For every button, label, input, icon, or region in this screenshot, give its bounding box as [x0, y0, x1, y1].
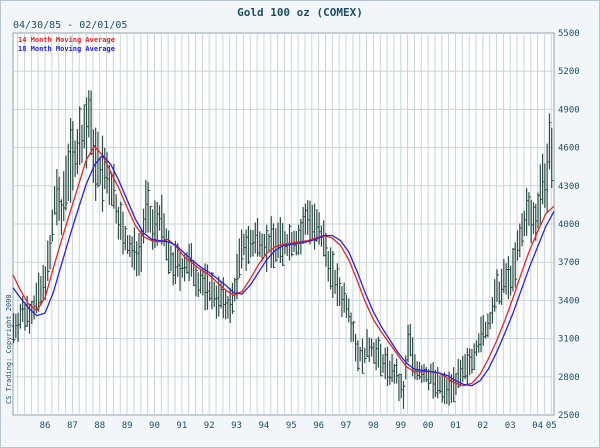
x-tick-label: 90: [149, 421, 160, 431]
x-axis-ticks: 86 87 88 89 90 91 92 93 94 95 96 97 98 99 00 01 02 03 04 05: [40, 421, 557, 431]
y-tick-label: 4300: [558, 182, 580, 192]
y-tick-label: 2800: [558, 373, 580, 383]
x-tick-label: 95: [286, 421, 297, 431]
x-tick-label: 96: [313, 421, 324, 431]
chart-title: Gold 100 oz (COMEX): [237, 6, 363, 19]
x-tick-label: 04: [532, 421, 543, 431]
x-tick-label: 92: [204, 421, 215, 431]
x-tick-label: 93: [231, 421, 242, 431]
ma18-line: [12, 154, 555, 387]
x-tick-label: 91: [176, 421, 187, 431]
x-tick-label: 88: [94, 421, 105, 431]
x-tick-label: 03: [505, 421, 516, 431]
moving-average-lines: [12, 145, 555, 387]
x-tick-label: 98: [368, 421, 379, 431]
y-tick-label: 3100: [558, 335, 580, 345]
y-tick-label: 4000: [558, 220, 580, 230]
date-range: 04/30/85 - 02/01/05: [13, 20, 128, 31]
y-tick-label: 3400: [558, 296, 580, 306]
legend-18-month: 18 Month Moving Average: [18, 45, 115, 53]
x-tick-label: 05: [546, 421, 557, 431]
x-tick-label: 01: [450, 421, 461, 431]
x-tick-label: 86: [40, 421, 51, 431]
y-tick-label: 3700: [558, 258, 580, 268]
x-tick-label: 87: [67, 421, 78, 431]
x-tick-label: 94: [259, 421, 270, 431]
legend: 14 Month Moving Average 18 Month Moving …: [18, 36, 115, 53]
y-axis-ticks: 2500 2800 3100 3400 3700 4000 4300 4600 4900 5200…: [558, 29, 580, 421]
x-tick-label: 02: [477, 421, 488, 431]
x-tick-label: 89: [122, 421, 133, 431]
y-tick-label: 2500: [558, 411, 580, 421]
x-tick-label: 99: [395, 421, 406, 431]
y-tick-label: 4900: [558, 105, 580, 115]
x-tick-label: 97: [341, 421, 352, 431]
y-tick-label: 4600: [558, 144, 580, 154]
y-tick-label: 5500: [558, 29, 580, 39]
x-tick-label: 00: [423, 421, 434, 431]
y-tick-label: 5200: [558, 67, 580, 77]
legend-14-month: 14 Month Moving Average: [18, 36, 115, 44]
